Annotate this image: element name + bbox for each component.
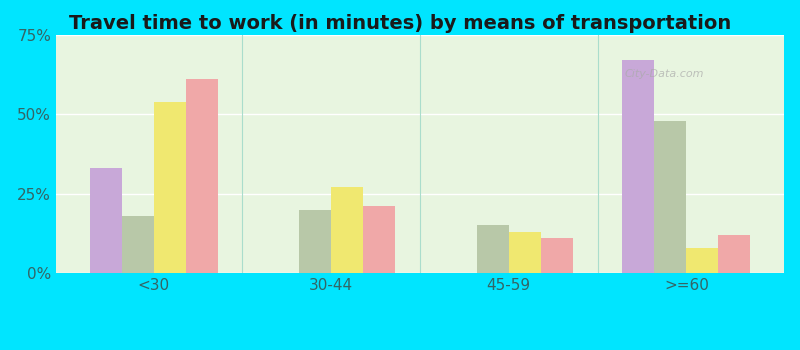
Bar [331,187,363,273]
Text: Travel time to work (in minutes) by means of transportation: Travel time to work (in minutes) by mean… [69,14,731,33]
Bar [363,206,395,273]
Bar [654,121,686,273]
Bar [186,79,218,273]
Bar [90,168,122,273]
Bar [541,238,573,273]
Bar [477,225,509,273]
Bar [122,216,154,273]
Text: City-Data.com: City-Data.com [625,69,704,79]
Bar [299,210,331,273]
Bar [622,61,654,273]
Bar [686,247,718,273]
Bar [154,102,186,273]
Bar [718,235,750,273]
Bar [509,232,541,273]
